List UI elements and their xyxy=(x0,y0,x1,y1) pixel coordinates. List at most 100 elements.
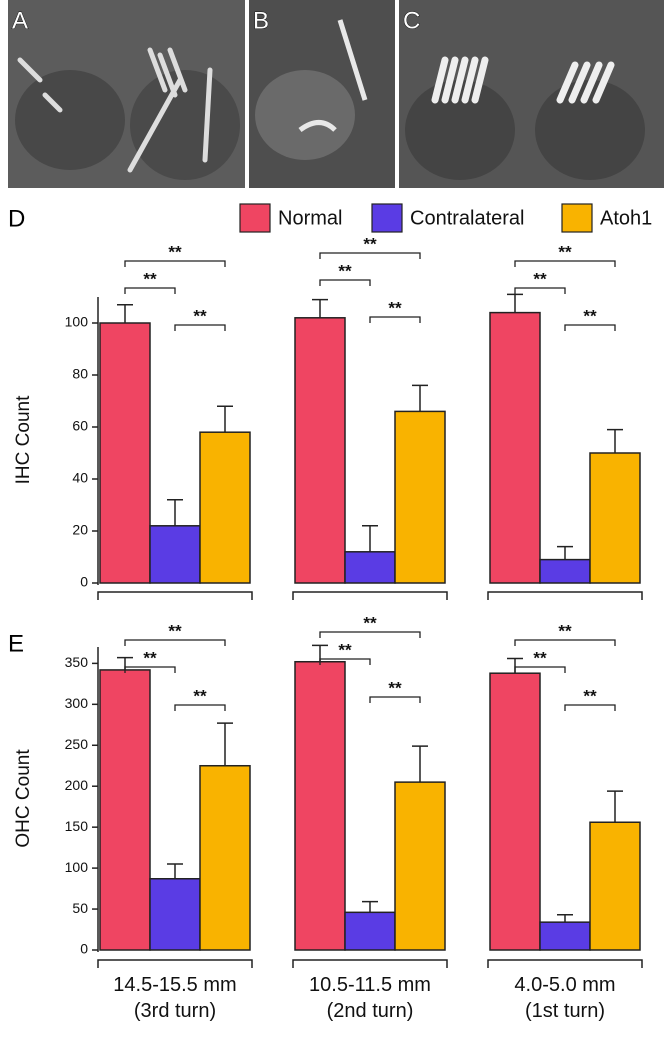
sig-bracket xyxy=(564,324,616,331)
y-tick-label: 0 xyxy=(80,574,88,590)
x-axis xyxy=(97,591,253,600)
error-bar xyxy=(362,900,378,913)
sig-label: ** xyxy=(338,640,352,659)
y-tick-label: 100 xyxy=(65,859,89,875)
bar xyxy=(589,821,641,951)
x-axis xyxy=(487,591,643,600)
panel-label: A xyxy=(12,7,28,34)
sig-label: ** xyxy=(388,298,402,317)
bar xyxy=(149,525,201,584)
y-tick-label: 60 xyxy=(72,418,88,434)
bar xyxy=(489,311,541,584)
y-tick-label: 350 xyxy=(65,654,89,670)
error-bar xyxy=(507,293,523,313)
bar xyxy=(344,551,396,584)
sig-label: ** xyxy=(583,686,597,705)
sig-bracket xyxy=(174,324,226,331)
legend-swatch xyxy=(561,203,593,233)
bar xyxy=(394,410,446,584)
panel-label: B xyxy=(253,7,269,34)
sig-label: ** xyxy=(143,269,157,288)
x-axis xyxy=(97,959,253,968)
error-bar xyxy=(607,428,623,453)
sig-bracket xyxy=(319,279,371,286)
sig-bracket xyxy=(124,639,226,646)
error-bar xyxy=(607,790,623,823)
y-axis-label: OHC Count xyxy=(13,749,34,848)
y-tick-label: 250 xyxy=(65,736,89,752)
sig-bracket xyxy=(514,639,616,646)
bar xyxy=(589,452,641,584)
error-bar xyxy=(362,525,378,552)
bar xyxy=(539,558,591,584)
bar xyxy=(199,764,251,951)
legend-swatch xyxy=(239,203,271,233)
sig-label: ** xyxy=(338,261,352,280)
y-tick-label: 80 xyxy=(72,366,88,382)
stereocilia xyxy=(17,47,213,173)
sig-bracket xyxy=(124,666,176,673)
bar xyxy=(294,317,346,584)
sig-label: ** xyxy=(143,648,157,667)
bar xyxy=(99,322,151,584)
x-axis xyxy=(292,959,448,968)
y-axis-label: IHC Count xyxy=(13,395,34,484)
sig-label: ** xyxy=(193,686,207,705)
y-tick-label: 50 xyxy=(72,900,88,916)
error-bar xyxy=(312,298,328,318)
error-bar xyxy=(557,545,573,560)
sig-bracket xyxy=(369,696,421,703)
sig-label: ** xyxy=(583,306,597,325)
sig-bracket xyxy=(369,316,421,323)
error-bar xyxy=(217,722,233,766)
y-tick-label: 40 xyxy=(72,470,88,486)
bar xyxy=(539,921,591,951)
sig-label: ** xyxy=(168,621,182,640)
sig-bracket xyxy=(514,287,566,294)
bar xyxy=(294,660,346,951)
bar xyxy=(149,878,201,951)
y-tick-label: 20 xyxy=(72,522,88,538)
error-bar xyxy=(217,405,233,433)
sig-label: ** xyxy=(388,678,402,697)
sig-bracket xyxy=(124,287,176,294)
error-bar xyxy=(557,914,573,923)
sig-label: ** xyxy=(533,269,547,288)
sig-bracket xyxy=(174,704,226,711)
cell-surface xyxy=(130,70,240,180)
legend-label: Atoh1 xyxy=(600,207,652,229)
sig-label: ** xyxy=(558,242,572,261)
sig-label: ** xyxy=(363,234,377,253)
sig-label: ** xyxy=(533,648,547,667)
x-tick-label: 4.0-5.0 mm (1st turn) xyxy=(514,974,615,1022)
x-tick-label: 10.5-11.5 mm (2nd turn) xyxy=(309,974,431,1022)
sig-bracket xyxy=(514,260,616,267)
cell-surface xyxy=(535,80,645,180)
bar xyxy=(199,431,251,584)
sig-bracket xyxy=(319,658,371,665)
sig-bracket xyxy=(564,704,616,711)
panel-label: E xyxy=(8,630,24,657)
legend-swatch xyxy=(371,203,403,233)
bar xyxy=(99,669,151,951)
bar xyxy=(394,781,446,951)
cell-surface xyxy=(255,70,355,160)
micrographs: A B C xyxy=(8,0,664,188)
bar xyxy=(344,911,396,951)
x-axis xyxy=(292,591,448,600)
sig-label: ** xyxy=(193,306,207,325)
bar xyxy=(489,672,541,951)
y-tick-label: 150 xyxy=(65,818,89,834)
error-bar xyxy=(412,384,428,412)
x-tick-label: 14.5-15.5 mm (3rd turn) xyxy=(113,974,236,1022)
sig-label: ** xyxy=(363,613,377,632)
sig-label: ** xyxy=(558,621,572,640)
panel-label: D xyxy=(8,205,25,232)
y-tick-label: 200 xyxy=(65,777,89,793)
error-bar xyxy=(412,745,428,783)
error-bar xyxy=(167,499,183,526)
sig-bracket xyxy=(124,260,226,267)
legend-label: Contralateral xyxy=(410,207,525,229)
error-bar xyxy=(117,304,133,323)
